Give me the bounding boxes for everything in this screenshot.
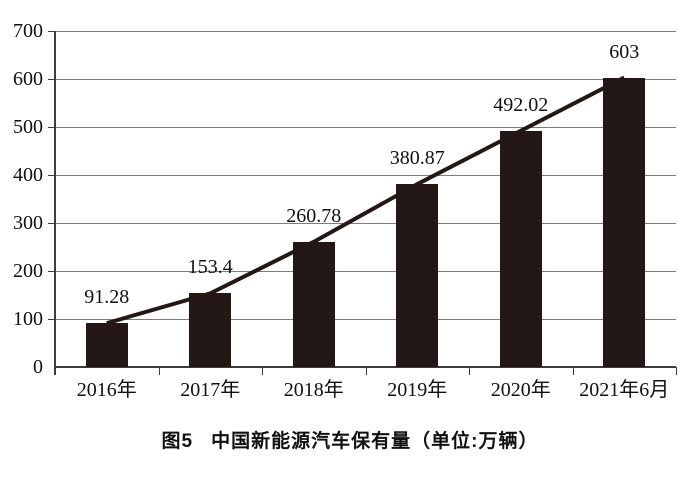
x-axis-tick-label: 2021年6月 [579,379,670,401]
data-label: 153.4 [187,256,233,279]
y-axis-tick [48,223,55,224]
data-label: 603 [609,40,640,63]
bar-2016年 [85,323,128,367]
y-axis-tick [48,79,55,80]
bar-2018年 [292,241,335,367]
gridline [55,31,676,32]
x-axis-tick [676,367,677,375]
y-axis-tick [48,319,55,320]
x-axis-tick-label: 2020年 [490,379,551,401]
y-axis-tick [48,271,55,272]
gridline [55,223,676,224]
x-axis-tick [365,367,367,375]
y-axis-tick-label: 100 [13,308,43,330]
y-axis-tick [48,127,55,128]
figure-number-label: 图5 [161,431,194,452]
x-axis-tick-label: 2017年 [180,379,241,401]
x-axis-tick [572,367,574,375]
y-axis-tick [48,31,55,32]
bar-2020年 [499,130,542,367]
gridline [55,127,676,128]
data-label: 492.02 [493,93,549,116]
x-axis-tick-label: 2018年 [283,379,344,401]
trend-line-layer [106,75,626,326]
data-label: 380.87 [389,147,445,170]
trend-line [106,75,626,326]
x-axis-tick-label: 2016年 [76,379,137,401]
gridline [55,175,676,176]
y-axis-tick-label: 600 [13,68,43,90]
bar-2021年6月 [603,77,646,367]
y-axis-tick [48,175,55,176]
y-axis-tick-label: 200 [13,260,43,282]
x-axis-tick [262,367,263,375]
bar-2019年 [396,184,439,367]
gridline [55,79,676,80]
chart-title-text: 中国新能源汽车保有量（单位:万辆） [211,431,539,452]
y-axis-tick-label: 400 [13,164,43,186]
x-axis-tick-label: 2019年 [387,379,448,401]
data-label: 91.28 [84,286,130,309]
y-axis-tick-label: 300 [13,212,43,234]
gridline [55,271,676,272]
y-axis-tick-label: 0 [33,356,43,378]
plot-area: 0 100 200 300 400 500 600 700 91.28 2016年 153.4 201… [13,20,677,401]
bar-2017年 [189,293,232,367]
gridline [55,319,676,320]
y-axis-tick-label: 700 [13,20,43,42]
chart-caption: 图5 中国新能源汽车保有量（单位:万辆） [0,426,700,453]
y-axis-line [54,31,56,375]
data-label: 260.78 [286,204,342,227]
y-axis-tick-label: 500 [13,116,43,138]
x-axis-tick [158,367,160,375]
x-axis-tick [469,367,470,375]
